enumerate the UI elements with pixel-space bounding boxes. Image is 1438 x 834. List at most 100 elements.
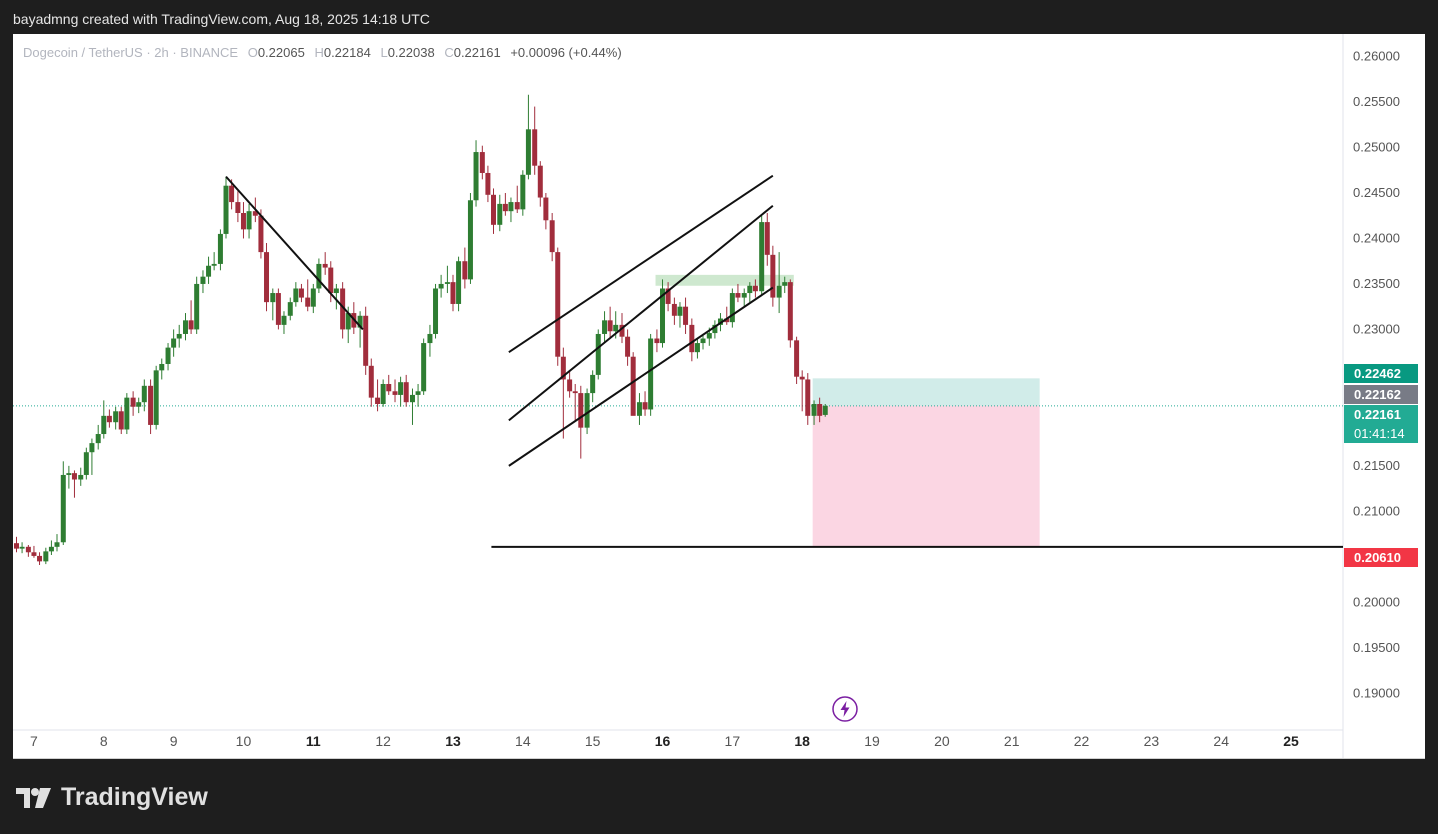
candle-up bbox=[648, 338, 654, 410]
candle-up bbox=[124, 397, 130, 430]
candle-up bbox=[409, 394, 415, 403]
candle-down bbox=[619, 324, 625, 337]
candle-up bbox=[456, 261, 462, 304]
channel-lower-line bbox=[508, 286, 774, 467]
chart-frame[interactable]: 0.26000 0.25500 0.25000 0.24500 0.24000 0.235… bbox=[13, 34, 1425, 759]
candle-down bbox=[502, 203, 508, 212]
candle-up bbox=[520, 174, 526, 210]
candle-up bbox=[822, 405, 828, 415]
candle-down bbox=[252, 211, 258, 216]
candle-down bbox=[37, 555, 43, 562]
candle-up bbox=[54, 542, 60, 547]
candle-up bbox=[741, 293, 747, 298]
x-tick-label: 13 bbox=[445, 733, 461, 749]
candle-up bbox=[60, 474, 66, 543]
target-price-tag: 0.22462 bbox=[1344, 364, 1418, 383]
x-tick-label: 23 bbox=[1144, 733, 1160, 749]
candle-up bbox=[602, 320, 608, 334]
candle-up bbox=[66, 473, 72, 475]
candle-up bbox=[333, 288, 339, 294]
candle-up bbox=[310, 288, 316, 307]
candle-down bbox=[118, 411, 124, 430]
entry-price-tag: 0.22162 bbox=[1344, 385, 1418, 404]
candle-down bbox=[375, 397, 381, 405]
candle-down bbox=[689, 324, 695, 353]
candle-up bbox=[497, 203, 503, 225]
candle-up bbox=[590, 374, 596, 394]
candle-down bbox=[31, 552, 37, 556]
y-tick-label: 0.20000 bbox=[1353, 594, 1400, 609]
lightning-icon[interactable] bbox=[831, 695, 859, 728]
y-tick-label: 0.19000 bbox=[1353, 685, 1400, 700]
candle-down bbox=[450, 282, 456, 304]
candle-down bbox=[462, 261, 468, 280]
candle-down bbox=[298, 288, 304, 298]
x-tick-label: 21 bbox=[1004, 733, 1020, 749]
candle-down bbox=[671, 303, 677, 316]
y-tick-label: 0.23000 bbox=[1353, 321, 1400, 336]
brand-name: TradingView bbox=[61, 783, 208, 811]
y-tick-label: 0.21500 bbox=[1353, 458, 1400, 473]
candle-down bbox=[188, 320, 194, 330]
candle-up bbox=[171, 338, 177, 348]
candle-up bbox=[660, 288, 666, 344]
candle-up bbox=[176, 333, 182, 339]
stop-price-label: 0.20610 bbox=[1354, 550, 1401, 565]
x-tick-label: 24 bbox=[1213, 733, 1229, 749]
candle-down bbox=[363, 315, 369, 366]
change-value: +0.00096 (+0.44%) bbox=[510, 45, 622, 60]
candle-down bbox=[770, 254, 776, 298]
candle-down bbox=[148, 385, 154, 425]
high-value: 0.22184 bbox=[323, 45, 371, 60]
x-tick-label: 12 bbox=[375, 733, 391, 749]
candle-up bbox=[159, 363, 165, 371]
candle-up bbox=[636, 402, 642, 416]
candle-up bbox=[345, 313, 351, 330]
x-tick-label: 7 bbox=[30, 733, 38, 749]
symbol-legend: Dogecoin / TetherUS · 2h · BINANCE O0.22… bbox=[23, 45, 622, 60]
top-credit-bar: bayadmng created with TradingView.com, A… bbox=[0, 0, 1438, 34]
candle-up bbox=[613, 324, 619, 332]
y-tick-label: 0.24500 bbox=[1353, 185, 1400, 200]
candle-down bbox=[630, 356, 636, 416]
candle-up bbox=[467, 200, 473, 280]
candle-down bbox=[543, 197, 549, 221]
profit-zone bbox=[812, 378, 1040, 406]
candle-up bbox=[95, 434, 101, 444]
candle-up bbox=[427, 333, 433, 344]
symbol-name: Dogecoin / TetherUS · 2h · BINANCE bbox=[23, 45, 239, 60]
low-key: L bbox=[380, 45, 388, 60]
plot-background bbox=[13, 34, 1425, 758]
candle-down bbox=[71, 473, 77, 480]
candle-up bbox=[694, 343, 700, 353]
candle-up bbox=[141, 385, 147, 403]
candle-up bbox=[316, 263, 322, 289]
y-tick-label: 0.26000 bbox=[1353, 49, 1400, 64]
candle-up bbox=[206, 265, 212, 277]
candle-up bbox=[183, 320, 189, 334]
bar-countdown-label: 01:41:14 bbox=[1354, 426, 1405, 441]
candle-up bbox=[287, 302, 293, 316]
candlestick-chart[interactable]: 0.26000 0.25500 0.25000 0.24500 0.24000 0.235… bbox=[13, 34, 1425, 758]
candle-up bbox=[595, 333, 601, 375]
candle-down bbox=[654, 338, 660, 344]
candle-down bbox=[752, 285, 758, 292]
candle-down bbox=[13, 543, 19, 549]
tradingview-logo[interactable]: TradingView bbox=[15, 783, 208, 812]
x-tick-label: 18 bbox=[794, 733, 810, 749]
candle-up bbox=[811, 404, 817, 416]
candle-down bbox=[490, 194, 496, 225]
candle-down bbox=[368, 365, 374, 398]
candle-down bbox=[403, 382, 409, 403]
candle-down bbox=[549, 220, 555, 253]
candle-down bbox=[817, 404, 823, 416]
candle-up bbox=[706, 333, 712, 339]
candle-up bbox=[782, 282, 788, 286]
candle-down bbox=[642, 402, 648, 410]
candle-up bbox=[433, 288, 439, 334]
last-price-tag: 0.22161 01:41:14 bbox=[1344, 405, 1418, 443]
y-tick-label: 0.23500 bbox=[1353, 276, 1400, 291]
candle-up bbox=[78, 474, 84, 480]
x-tick-label: 15 bbox=[585, 733, 601, 749]
candle-down bbox=[683, 306, 689, 325]
